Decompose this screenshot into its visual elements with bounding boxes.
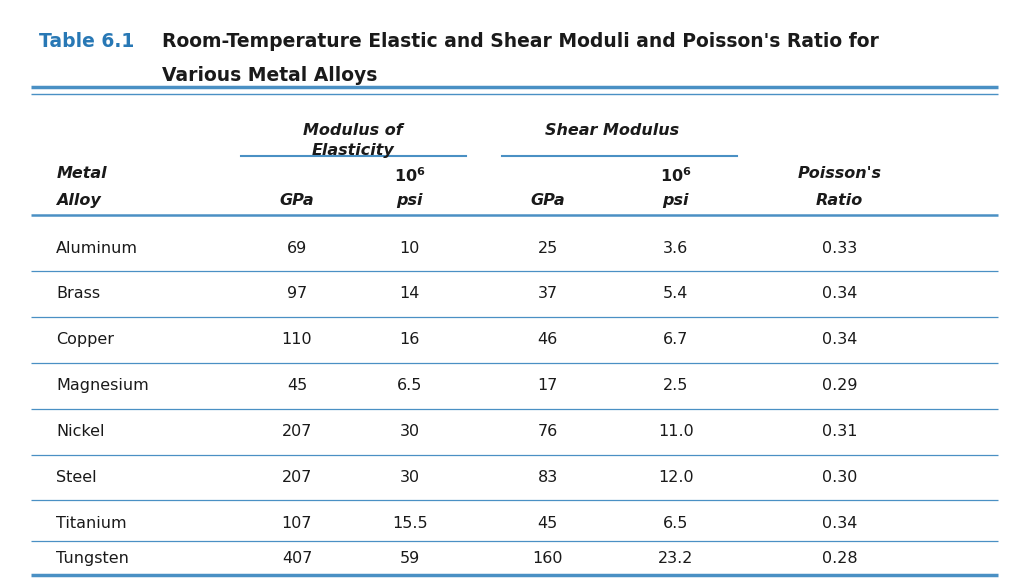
Text: Nickel: Nickel <box>56 424 104 439</box>
Text: 207: 207 <box>282 424 312 439</box>
Text: 160: 160 <box>532 551 563 566</box>
Text: 0.30: 0.30 <box>822 470 857 485</box>
Text: 6.7: 6.7 <box>664 332 688 348</box>
Text: 10: 10 <box>399 240 420 256</box>
Text: Table 6.1: Table 6.1 <box>39 32 134 51</box>
Text: Ratio: Ratio <box>816 193 863 208</box>
Text: psi: psi <box>396 193 423 208</box>
Text: Various Metal Alloys: Various Metal Alloys <box>162 66 377 85</box>
Text: GPa: GPa <box>530 193 565 208</box>
Text: 5.4: 5.4 <box>664 286 688 302</box>
Text: Alloy: Alloy <box>56 193 101 208</box>
Text: 45: 45 <box>538 516 558 531</box>
Text: 207: 207 <box>282 470 312 485</box>
Text: Titanium: Titanium <box>56 516 127 531</box>
Text: 0.34: 0.34 <box>822 332 857 348</box>
Text: Shear Modulus: Shear Modulus <box>545 123 679 139</box>
Text: psi: psi <box>663 193 689 208</box>
Text: 37: 37 <box>538 286 558 302</box>
Text: 110: 110 <box>282 332 312 348</box>
Text: 17: 17 <box>538 378 558 393</box>
Text: 2.5: 2.5 <box>664 378 688 393</box>
Text: $\mathbf{10^6}$: $\mathbf{10^6}$ <box>394 166 425 185</box>
Text: 14: 14 <box>399 286 420 302</box>
Text: 0.28: 0.28 <box>822 551 857 566</box>
Text: Copper: Copper <box>56 332 115 348</box>
Text: 6.5: 6.5 <box>664 516 688 531</box>
Text: $\mathbf{10^6}$: $\mathbf{10^6}$ <box>660 166 691 185</box>
Text: Steel: Steel <box>56 470 97 485</box>
Text: Room-Temperature Elastic and Shear Moduli and Poisson's Ratio for: Room-Temperature Elastic and Shear Modul… <box>162 32 879 51</box>
Text: 0.34: 0.34 <box>822 516 857 531</box>
Text: 15.5: 15.5 <box>392 516 427 531</box>
Text: 45: 45 <box>287 378 307 393</box>
Text: 59: 59 <box>399 551 420 566</box>
Text: GPa: GPa <box>280 193 314 208</box>
Text: Metal: Metal <box>56 166 106 181</box>
Text: 83: 83 <box>538 470 558 485</box>
Text: 0.34: 0.34 <box>822 286 857 302</box>
Text: Poisson's: Poisson's <box>798 166 882 181</box>
Text: 76: 76 <box>538 424 558 439</box>
Text: 97: 97 <box>287 286 307 302</box>
Text: 0.33: 0.33 <box>822 240 857 256</box>
Text: 25: 25 <box>538 240 558 256</box>
Text: Modulus of
Elasticity: Modulus of Elasticity <box>303 123 403 158</box>
Text: 407: 407 <box>282 551 312 566</box>
Text: 30: 30 <box>399 470 420 485</box>
Text: 3.6: 3.6 <box>664 240 688 256</box>
Text: Brass: Brass <box>56 286 100 302</box>
Text: 107: 107 <box>282 516 312 531</box>
Text: 11.0: 11.0 <box>658 424 693 439</box>
Text: Aluminum: Aluminum <box>56 240 138 256</box>
Text: 30: 30 <box>399 424 420 439</box>
Text: Tungsten: Tungsten <box>56 551 129 566</box>
Text: 12.0: 12.0 <box>658 470 693 485</box>
Text: 46: 46 <box>538 332 558 348</box>
Text: 0.31: 0.31 <box>822 424 857 439</box>
Text: 69: 69 <box>287 240 307 256</box>
Text: 6.5: 6.5 <box>397 378 422 393</box>
Text: 23.2: 23.2 <box>658 551 693 566</box>
Text: 0.29: 0.29 <box>822 378 857 393</box>
Text: Magnesium: Magnesium <box>56 378 150 393</box>
Text: 16: 16 <box>399 332 420 348</box>
